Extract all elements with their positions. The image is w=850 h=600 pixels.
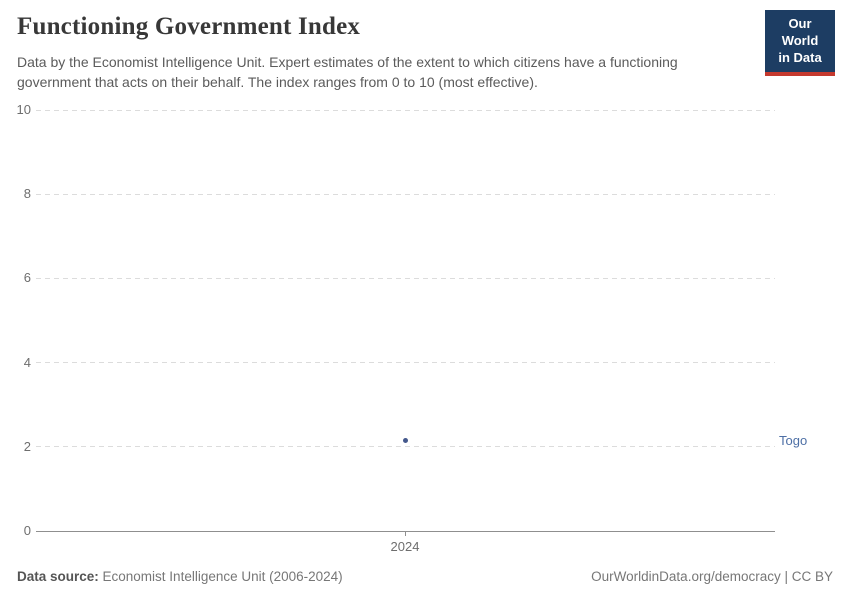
y-gridline [36, 193, 775, 195]
x-axis-tick-mark [405, 531, 406, 536]
data-source-label: Data source: [17, 569, 99, 584]
y-gridline [36, 446, 775, 448]
page-title: Functioning Government Index [17, 13, 361, 40]
license-link[interactable]: OurWorldinData.org/democracy | CC BY [591, 569, 833, 584]
y-axis-tick-label: 0 [23, 523, 31, 538]
y-axis-tick-label: 8 [23, 186, 31, 202]
y-gridline [36, 277, 775, 279]
y-axis-tick-label: 2 [23, 438, 31, 454]
y-gridline [36, 362, 775, 364]
x-axis-line [36, 530, 775, 532]
data-source-note: Data source: Economist Intelligence Unit… [17, 569, 343, 584]
y-axis-tick-label: 4 [23, 354, 31, 370]
y-axis-tick-label: 6 [23, 270, 31, 286]
owid-logo-line1: Our World [781, 16, 819, 48]
y-axis-tick-label: 10 [16, 102, 31, 117]
y-gridline [36, 109, 775, 111]
x-axis-tick-label: 2024 [390, 539, 420, 554]
entity-label-togo[interactable]: Togo [779, 432, 808, 448]
data-source-text: Economist Intelligence Unit (2006-2024) [98, 569, 343, 584]
owid-logo[interactable]: Our World in Data [765, 10, 835, 76]
owid-logo-line2: in Data [778, 49, 822, 65]
data-point-togo[interactable] [402, 438, 408, 444]
chart-subtitle: Data by the Economist Intelligence Unit.… [17, 54, 678, 91]
